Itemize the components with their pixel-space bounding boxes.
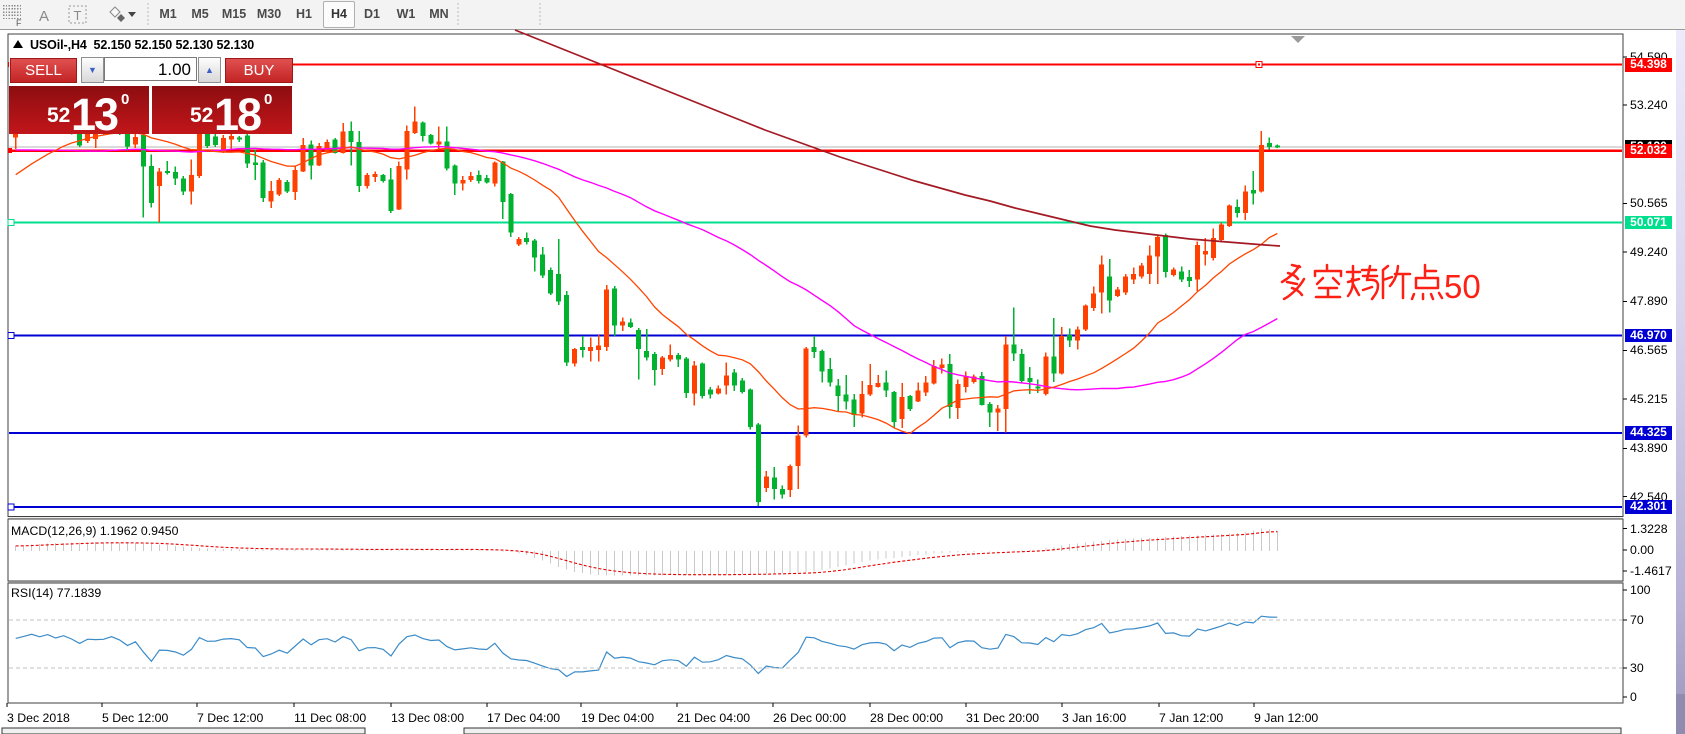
svg-text:F: F xyxy=(16,18,22,28)
svg-text:MACD(12,26,9) 1.1962 0.9450: MACD(12,26,9) 1.1962 0.9450 xyxy=(11,524,179,538)
svg-text:RSI(14) 77.1839: RSI(14) 77.1839 xyxy=(11,586,101,600)
svg-text:50: 50 xyxy=(1444,268,1481,305)
svg-text:A: A xyxy=(39,8,49,25)
svg-text:T: T xyxy=(74,8,82,23)
